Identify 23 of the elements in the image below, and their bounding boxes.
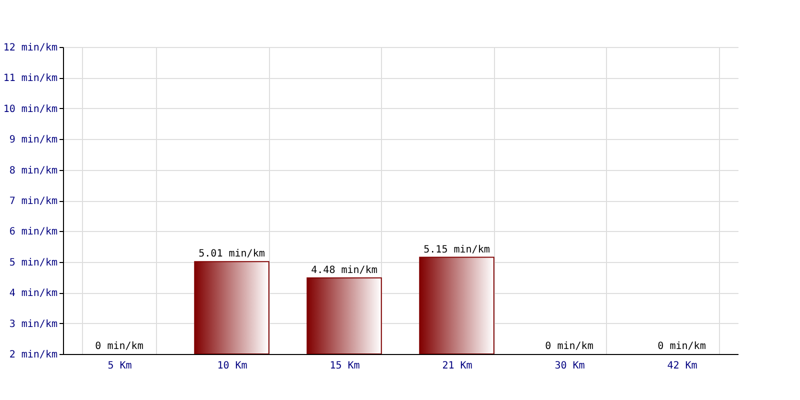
text: 0 min/km [545, 341, 594, 352]
data-label: 5.15 min/km [424, 244, 490, 256]
y-tick-label: 10 min/km [3, 104, 58, 115]
y-tick-label: 4 min/km [9, 288, 58, 300]
x-tick-label: 21 Km [442, 360, 472, 372]
x-tick-label: 5 Km [108, 360, 132, 372]
y-tick-label: 5 min/km [9, 257, 58, 268]
x-tick-label: 30 Km [554, 360, 585, 372]
y-tick-label: 2 min/km [9, 350, 58, 360]
text: 0 min/km [658, 341, 706, 352]
y-tick-label: 12 min/km [3, 42, 58, 54]
x-tick-label: 10 Km [217, 360, 248, 372]
data-label: 5.01 min/km [198, 248, 265, 260]
y-tick-label: 6 min/km [9, 226, 58, 238]
y-tick-label: 7 min/km [9, 196, 58, 207]
y-tick-label: 11 min/km [3, 73, 58, 84]
x-tick-label: 15 Km [330, 360, 360, 372]
x-tick-label: 42 Km [667, 360, 698, 372]
text: 0 min/km [95, 341, 144, 352]
y-tick-label: 9 min/km [9, 134, 58, 146]
y-tick-label: 3 min/km [9, 318, 58, 330]
data-label: 4.48 min/km [311, 264, 378, 276]
y-tick-label: 8 min/km [9, 165, 58, 176]
